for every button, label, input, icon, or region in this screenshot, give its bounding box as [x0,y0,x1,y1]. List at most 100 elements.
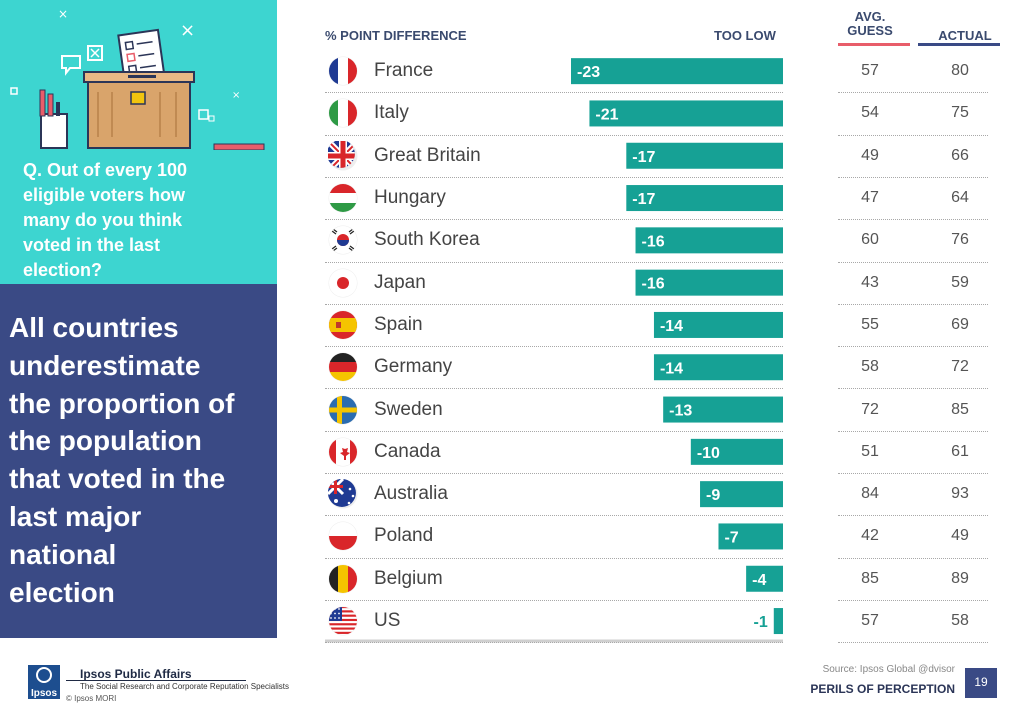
avg-guess-value: 85 [861,569,879,587]
bar [589,100,783,127]
bar-value-label: -21 [595,106,618,123]
actual-value: 85 [951,400,969,418]
question-panel: × × × Q. Out of every 100 eligible voter… [0,0,277,284]
org-title: Ipsos Public Affairs [80,667,192,681]
avg-guess-value: 84 [861,485,879,503]
too-low-header: TOO LOW [714,28,776,43]
country-label: Sweden [374,398,443,420]
country-label: Australia [374,483,448,505]
south-korea-flag-icon [328,225,358,255]
point-difference-chart: -23 -21 -17 -17 -16 -16 -14 -14 -13 -10 -9 -7 -4 -1 [325,58,783,643]
avg-guess-underline [838,43,910,46]
avg-guess-value: 57 [861,612,879,630]
actual-value: 93 [951,485,969,503]
bar-value-label: -13 [669,403,692,420]
avg-guess-value: 54 [861,104,879,122]
country-label: France [374,60,434,82]
row-separator [325,219,783,221]
ipsos-logo-text: Ipsos [30,688,58,699]
bar-value-label: -17 [632,149,655,166]
belgium-flag-icon [328,564,358,594]
actual-value: 64 [951,189,969,207]
avg-guess-value: 60 [861,231,879,249]
row-separator [838,642,988,644]
question-text: Q. Out of every 100 eligible voters how … [23,160,188,280]
bar [718,523,783,550]
avg-guess-value: 58 [861,358,879,376]
bar-value-label: -7 [724,529,738,546]
country-label: Spain [374,313,423,335]
bar [653,311,783,338]
row-separator [838,134,988,136]
row-separator [838,303,988,305]
row-separator [325,430,783,432]
row-separator [325,303,783,305]
japan-flag-icon [328,268,358,298]
avg-guess-value: 57 [861,62,879,80]
country-label: Germany [374,356,453,378]
bar-value-label: -14 [660,318,683,335]
perils-label: PERILS OF PERCEPTION [810,682,955,696]
row-separator [838,557,988,559]
row-separator [838,430,988,432]
svg-text:×: × [180,20,195,41]
actual-value: 49 [951,527,969,545]
bar-value-label: -16 [642,233,665,250]
bar [653,354,783,381]
hungary-flag-icon [328,183,358,213]
avg-guess-value: 72 [861,400,879,418]
bar-value-label: -4 [752,572,766,589]
svg-text:×: × [58,7,68,21]
avg-guess-value: 51 [861,442,879,460]
row-separator [325,642,783,644]
actual-value: 72 [951,358,969,376]
bar [571,58,783,85]
row-separator [838,515,988,517]
us-flag-icon [328,606,358,636]
ipsos-logo: Ipsos [28,665,60,699]
bar [746,565,783,592]
italy-flag-icon [328,98,358,128]
country-label: Hungary [374,187,446,209]
avg-guess-value: 42 [861,527,879,545]
row-separator [838,346,988,348]
bar [690,438,783,465]
bar [635,227,783,254]
bar-value-label: -14 [660,360,683,377]
great-britain-flag-icon [328,141,358,171]
svg-text:×: × [232,90,240,101]
france-flag-icon [328,56,358,86]
actual-value: 69 [951,315,969,333]
country-label: South Korea [374,229,480,251]
bar [663,396,783,423]
country-label: Canada [374,440,441,462]
actual-value: 58 [951,612,969,630]
row-separator [838,92,988,94]
spain-flag-icon [328,310,358,340]
bar [626,142,783,169]
country-label: Great Britain [374,144,481,166]
row-separator [325,134,783,136]
source-note: Source: Ipsos Global @dvisor [822,664,955,675]
bar-value-label: -10 [697,445,720,462]
poland-flag-icon [328,521,358,551]
bar-value-label: -1 [754,614,768,631]
row-separator [325,346,783,348]
canada-flag-icon [328,437,358,467]
org-subtitle: The Social Research and Corporate Reputa… [80,682,290,691]
row-separator [838,219,988,221]
actual-value: 59 [951,273,969,291]
avg-guess-value: 55 [861,315,879,333]
actual-value: 75 [951,104,969,122]
row-separator [325,176,783,178]
avg-guess-value: 47 [861,189,879,207]
country-label: Italy [374,102,409,124]
row-separator [325,557,783,559]
actual-header: ACTUAL [938,28,992,43]
ballot-box-illustration: × × × [10,7,265,150]
country-label: Poland [374,525,434,547]
actual-value: 61 [951,442,969,460]
row-separator [838,473,988,474]
row-separator [325,388,783,390]
org-divider [66,680,246,681]
